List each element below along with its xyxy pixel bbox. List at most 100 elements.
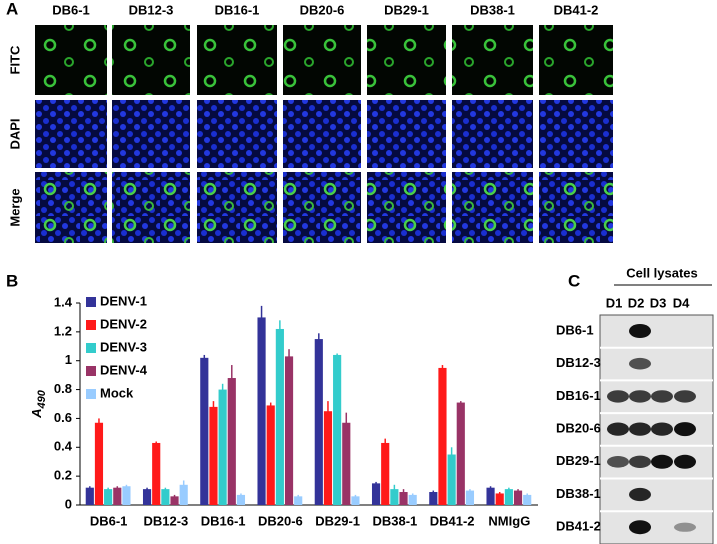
x-tick-label: DB12-3: [143, 513, 188, 528]
x-tick-label: DB20-6: [258, 513, 303, 528]
y-axis-label-sub: 490: [36, 389, 48, 409]
bar: [170, 496, 179, 505]
micrograph: [197, 172, 277, 243]
column-label: DB29-1: [384, 2, 429, 17]
bar: [513, 490, 523, 505]
blot-band: [629, 390, 651, 403]
bar: [371, 483, 381, 505]
column-label: DB20-6: [300, 2, 345, 17]
bar: [236, 494, 246, 505]
bar: [390, 489, 399, 505]
column-label: DB16-1: [215, 2, 260, 17]
legend-swatch: [86, 297, 96, 307]
y-tick-label: 0.6: [54, 410, 72, 425]
micrograph: [283, 100, 361, 168]
bar: [275, 328, 284, 505]
micrograph: [35, 25, 107, 95]
micrograph: [539, 172, 613, 243]
y-tick-label: 0.8: [54, 381, 72, 396]
x-tick-label: DB6-1: [90, 513, 128, 528]
bar: [486, 487, 495, 505]
legend-label: DENV-3: [100, 339, 147, 354]
blot-band: [674, 422, 696, 437]
micrograph: [367, 25, 446, 95]
blot-band: [607, 456, 629, 468]
bar: [342, 422, 351, 505]
micrograph: [35, 100, 107, 168]
bar: [408, 494, 417, 505]
bar: [113, 487, 122, 505]
column-label: DB6-1: [52, 2, 90, 17]
bar: [495, 493, 504, 505]
micrograph: [112, 25, 190, 95]
legend-label: DENV-2: [100, 316, 147, 331]
blot-band: [651, 390, 673, 403]
y-axis-label: A490: [29, 389, 47, 419]
blot-band: [674, 454, 696, 469]
bar: [447, 454, 456, 505]
blot-title: Cell lysates: [626, 265, 698, 280]
panel-b: 0 0.2 0.4 0.6 0.8 1 1.2 1.4 A490 DB6-1 DB12-3 DB16-…: [29, 293, 538, 528]
micrograph: [197, 25, 277, 95]
y-tick-label: 1: [65, 352, 72, 367]
bar: [200, 357, 209, 505]
bar: [104, 489, 113, 505]
y-tick-label: 0: [65, 496, 72, 511]
legend-swatch: [86, 320, 96, 330]
micrograph: [112, 100, 190, 168]
legend-label: DENV-4: [100, 362, 148, 377]
blot-band: [607, 422, 629, 436]
x-tick-label: DB29-1: [315, 513, 360, 528]
micrograph: [452, 25, 533, 95]
row-label: DB29-1: [556, 453, 601, 468]
y-tick-label: 0.2: [54, 468, 72, 483]
blot-band: [629, 422, 651, 436]
blot-band: [629, 520, 651, 535]
panel-a: DB6-1 DB12-3 DB16-1 DB20-6 DB29-1 DB38-1 DB41-…: [7, 2, 613, 243]
bar: [294, 496, 303, 505]
y-tick-label: 1.2: [54, 323, 72, 338]
row-label: DB41-2: [556, 519, 601, 534]
y-tick-label: 1.4: [54, 294, 73, 309]
x-tick-label: DB16-1: [201, 513, 246, 528]
micrograph: [539, 100, 613, 168]
legend-swatch: [86, 389, 96, 399]
row-label: DB16-1: [556, 388, 601, 403]
bar: [266, 405, 275, 505]
bar: [218, 389, 227, 505]
micrograph: [452, 100, 533, 168]
bar: [284, 356, 294, 505]
micrograph: [367, 172, 446, 243]
bar: [161, 489, 170, 505]
bar: [465, 490, 475, 505]
row-label: DB38-1: [556, 486, 601, 501]
blot-band: [674, 390, 696, 403]
bar: [523, 494, 532, 505]
bar: [209, 406, 218, 505]
micrograph: [283, 172, 361, 243]
blot-band: [674, 522, 696, 532]
bar: [381, 442, 390, 505]
lane-label: D2: [628, 295, 645, 310]
bar: [351, 496, 360, 505]
row-label: DAPI: [7, 118, 22, 149]
legend-swatch: [86, 343, 96, 353]
bar: [438, 367, 447, 505]
blot-band: [629, 357, 651, 370]
lane-label: D3: [650, 295, 667, 310]
row-label: DB12-3: [556, 355, 601, 370]
x-tick-label: NMIgG: [488, 513, 530, 528]
bar: [94, 422, 104, 505]
bar: [257, 317, 266, 505]
bar: [85, 487, 94, 505]
column-label: DB12-3: [129, 2, 174, 17]
panel-label: B: [6, 271, 18, 290]
micrograph: [367, 100, 446, 168]
row-label: FITC: [7, 45, 22, 74]
micrograph: [112, 172, 190, 243]
lane-label: D4: [673, 295, 690, 310]
y-axis-label-main: A: [29, 408, 44, 418]
row-label: DB6-1: [556, 322, 594, 337]
